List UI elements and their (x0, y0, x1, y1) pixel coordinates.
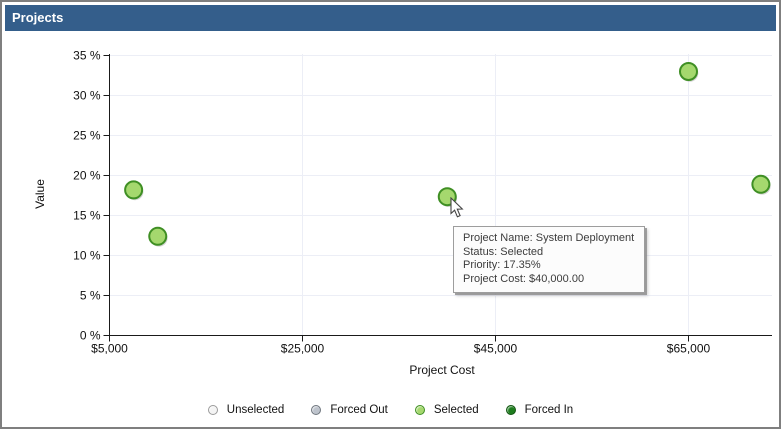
y-tick-label: 25 % (73, 129, 101, 143)
data-point[interactable] (751, 174, 771, 194)
legend-label: Selected (433, 404, 479, 416)
legend-marker-icon (207, 405, 218, 415)
tooltip-project-cost: Project Cost: $40,000.00 (463, 272, 585, 285)
x-tick-label: $5,000 (91, 342, 128, 356)
data-point[interactable] (679, 62, 698, 81)
x-tick-label: $65,000 (667, 342, 711, 356)
panel-header: Projects (5, 5, 776, 31)
legend-label: Forced Out (330, 404, 388, 416)
legend-item-forced-in: Forced In (505, 404, 574, 416)
tooltip-project-name: Project Name: System Deployment (463, 232, 635, 244)
mouse-cursor-icon (450, 197, 464, 218)
legend-item-unselected: Unselected (207, 404, 285, 416)
tooltip-priority: Priority: 17.35% (463, 259, 541, 271)
y-tick-label: 30 % (73, 89, 101, 103)
data-point[interactable] (148, 226, 168, 246)
legend-marker-icon (505, 405, 516, 415)
datapoint-tooltip: Project Name: System Deployment Status: … (453, 226, 646, 293)
y-tick-label: 5 % (80, 289, 101, 303)
data-point[interactable] (124, 180, 144, 200)
legend-item-selected: Selected (414, 404, 479, 416)
legend-marker-icon (414, 405, 425, 415)
x-tick-label: $25,000 (281, 342, 325, 356)
y-tick-label: 35 % (73, 49, 101, 63)
panel-title: Projects (12, 10, 64, 25)
x-axis-title: Project Cost (409, 363, 475, 377)
x-tick-label: $45,000 (474, 342, 518, 356)
legend-item-forced-out: Forced Out (311, 404, 388, 416)
y-tick-label: 0 % (80, 329, 101, 343)
legend-label: Forced In (524, 404, 574, 416)
y-axis-title: Value (33, 179, 47, 209)
y-tick-label: 10 % (73, 249, 101, 263)
y-tick-label: 20 % (73, 169, 101, 183)
chart-legend: Unselected Forced Out Selected Forced In (2, 401, 779, 419)
tooltip-status: Status: Selected (463, 245, 544, 258)
legend-label: Unselected (226, 404, 285, 416)
legend-marker-icon (311, 405, 322, 415)
y-tick-label: 15 % (73, 209, 101, 223)
